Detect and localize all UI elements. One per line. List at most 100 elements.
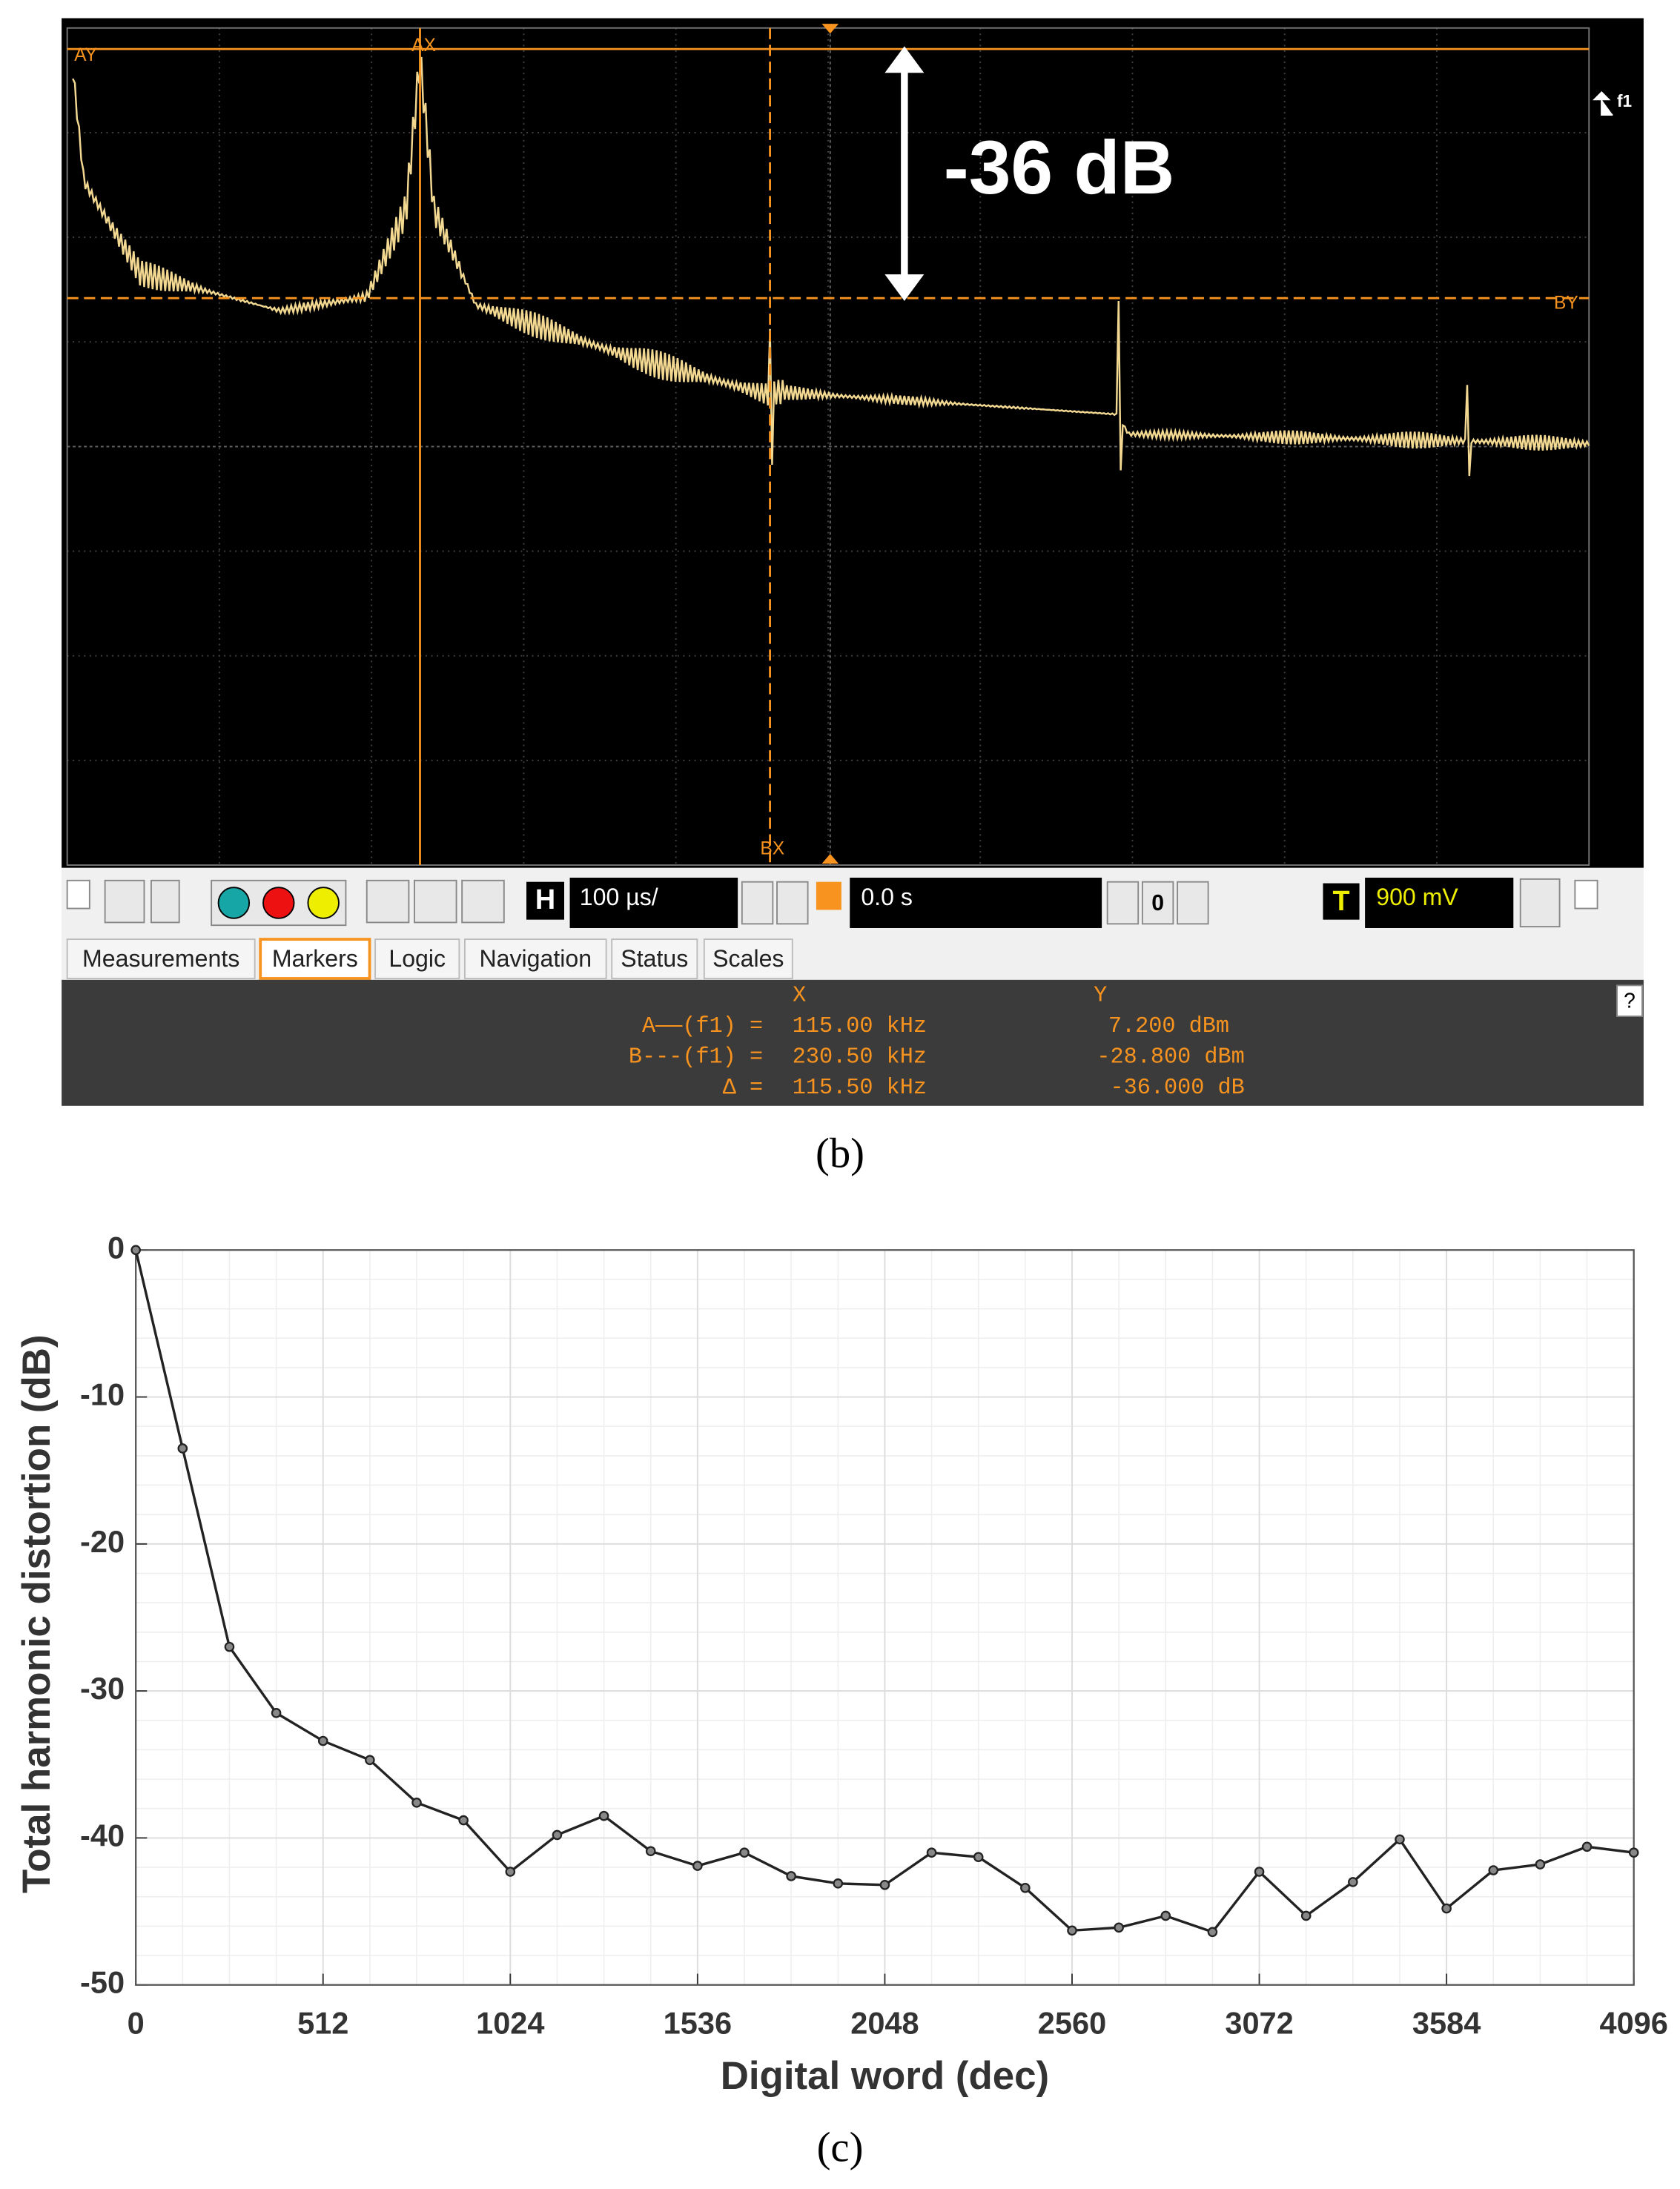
data-point <box>224 1641 235 1652</box>
tabs: Measurements Markers Logic Navigation Status… <box>66 938 793 980</box>
button[interactable] <box>150 879 180 924</box>
button[interactable] <box>307 887 340 919</box>
data-point <box>458 1815 469 1826</box>
readout-x: 115.50 kHz <box>793 1076 927 1101</box>
button[interactable] <box>526 881 564 920</box>
trigger-level: 900 mV <box>1376 884 1458 910</box>
tab[interactable] <box>463 938 607 979</box>
data-point <box>177 1443 188 1454</box>
data-point <box>505 1867 516 1877</box>
data-point <box>1395 1834 1405 1845</box>
x-axis-title: Digital word (dec) <box>721 2054 1049 2098</box>
x-tick-label: 3584 <box>1412 2005 1481 2040</box>
button[interactable] <box>1574 879 1598 910</box>
button[interactable] <box>1519 878 1561 928</box>
input[interactable] <box>850 877 1102 928</box>
button[interactable] <box>1177 881 1209 925</box>
timebase: 100 µs/ <box>580 884 658 910</box>
data-point <box>1207 1927 1218 1938</box>
data-point <box>1067 1925 1077 1936</box>
marker-label: BX <box>760 839 784 859</box>
button[interactable] <box>1106 881 1140 925</box>
scope-trace <box>72 56 1590 477</box>
button[interactable] <box>262 887 295 919</box>
position: 0.0 s <box>861 884 913 910</box>
readout-y: 7.200 dBm <box>1108 1014 1229 1039</box>
x-tick-label: 3072 <box>1225 2005 1293 2040</box>
data-point <box>973 1852 984 1862</box>
readout-label: A——(f1) = <box>642 1014 763 1039</box>
x-tick-label: 4096 <box>1599 2005 1667 2040</box>
plot-frame <box>135 1249 1635 1986</box>
data-point <box>598 1810 609 1821</box>
data-point <box>411 1798 422 1808</box>
tab[interactable] <box>611 938 698 979</box>
button[interactable] <box>217 887 251 919</box>
readout-header: X <box>793 984 806 1009</box>
button-label: H <box>535 884 555 915</box>
data-point <box>1535 1859 1546 1870</box>
data-point <box>1348 1877 1358 1887</box>
button[interactable] <box>1141 881 1174 925</box>
readout-x: 115.00 kHz <box>793 1014 927 1039</box>
marker-label: BY <box>1554 293 1578 313</box>
x-tick-label: 1024 <box>476 2005 544 2040</box>
marker-label: AX <box>411 36 436 56</box>
data-point <box>1020 1883 1031 1893</box>
marker-label: AY <box>74 45 97 65</box>
button[interactable] <box>461 879 505 924</box>
readout-label: B---(f1) = <box>629 1045 763 1070</box>
button[interactable] <box>104 879 145 924</box>
help-button[interactable] <box>1616 984 1643 1017</box>
tab[interactable] <box>703 938 793 979</box>
data-point <box>271 1708 282 1718</box>
y-tick-label: 0 <box>108 1230 125 1265</box>
x-tick-label: 1536 <box>664 2005 732 2040</box>
data-point <box>1628 1847 1639 1858</box>
data-point <box>365 1755 375 1766</box>
tab-label: Navigation <box>479 945 592 972</box>
y-tick-label: -40 <box>80 1818 125 1852</box>
caption: (c) <box>817 2125 864 2170</box>
button[interactable] <box>1323 883 1360 920</box>
button[interactable] <box>414 879 457 924</box>
readout-label: Δ = <box>723 1076 763 1101</box>
data-point <box>786 1871 796 1881</box>
scope-screen <box>62 18 1644 868</box>
data-point <box>645 1846 656 1857</box>
readout-header: Y <box>1094 984 1107 1009</box>
button[interactable] <box>741 881 774 925</box>
button[interactable] <box>366 879 410 924</box>
x-tick-label: 2560 <box>1038 2005 1106 2040</box>
input[interactable] <box>1365 877 1514 928</box>
readout-panel <box>62 979 1644 1106</box>
data-point <box>130 1245 141 1256</box>
button[interactable] <box>776 881 809 925</box>
readout-y: -28.800 dBm <box>1097 1045 1244 1070</box>
tab-label: Scales <box>712 945 784 972</box>
y-tick-label: -50 <box>80 1965 125 2000</box>
data-point <box>692 1861 703 1871</box>
channel-label: f1 <box>1617 91 1632 110</box>
tab[interactable] <box>66 938 256 979</box>
button[interactable] <box>66 879 90 910</box>
y-tick-label: -20 <box>80 1524 125 1559</box>
button[interactable] <box>816 881 841 910</box>
x-tick-label: 512 <box>297 2005 348 2040</box>
data-point <box>879 1880 890 1890</box>
help-label: ? <box>1624 990 1636 1013</box>
tab[interactable] <box>259 938 371 980</box>
y-axis-title: Total harmonic distortion (dB) <box>15 1334 59 1893</box>
x-tick-label: 0 <box>128 2005 145 2040</box>
annotation-arrowheads <box>884 46 925 302</box>
data-point <box>1441 1903 1452 1914</box>
data-point <box>1254 1867 1265 1877</box>
tab-label: Logic <box>388 945 446 972</box>
readout: A——(f1) = 115.00 kHz 7.200 dBm B---(f1) = 23… <box>629 1014 1245 1101</box>
data-point <box>1160 1910 1171 1921</box>
input[interactable] <box>569 877 738 928</box>
readout-x: 230.50 kHz <box>793 1045 927 1070</box>
x-tick-label: 2048 <box>850 2005 919 2040</box>
tab[interactable] <box>374 938 460 979</box>
